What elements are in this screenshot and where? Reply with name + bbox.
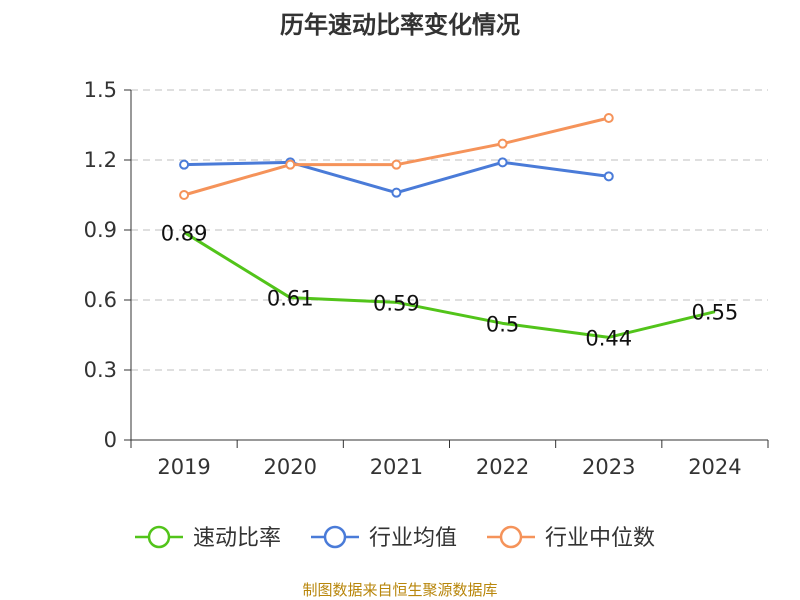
chart-title: 历年速动比率变化情况	[280, 11, 520, 39]
data-label: 0.61	[267, 287, 314, 311]
data-point[interactable]	[179, 159, 190, 170]
data-label: 0.55	[692, 301, 739, 325]
data-label: 0.59	[373, 291, 420, 315]
data-point[interactable]	[497, 157, 508, 168]
series-line	[183, 116, 610, 197]
series-2	[179, 113, 614, 200]
data-point[interactable]	[497, 138, 508, 149]
y-tick-label: 0.3	[84, 358, 117, 382]
series-layer: 0.89 0.61 0.59 0.5 0.44 0.55	[161, 113, 739, 350]
legend-label: 速动比率	[193, 526, 281, 551]
data-label: 0.44	[585, 326, 632, 350]
legend-item-2[interactable]: 行业中位数	[487, 525, 655, 551]
legend-marker-icon	[147, 525, 171, 549]
grid-lines	[131, 89, 768, 371]
legend[interactable]: 速动比率 行业均值 行业中位数	[135, 525, 655, 551]
x-tick-label: 2021	[370, 455, 423, 479]
y-tick-label: 1.2	[84, 148, 117, 172]
data-label: 0.5	[486, 312, 519, 336]
series-0: 0.89 0.61 0.59 0.5 0.44 0.55	[161, 221, 739, 350]
data-label: 0.89	[161, 221, 208, 245]
y-tick-label: 1.5	[84, 78, 117, 102]
data-point[interactable]	[285, 159, 296, 170]
data-point[interactable]	[603, 113, 614, 123]
series-line	[183, 231, 716, 339]
y-tick-label: 0	[104, 428, 117, 452]
x-tick-label: 2022	[476, 455, 529, 479]
x-tick-label: 2020	[264, 455, 317, 479]
y-tick-label: 0.9	[84, 218, 117, 242]
data-point[interactable]	[179, 190, 190, 200]
data-point[interactable]	[391, 159, 402, 170]
legend-item-1[interactable]: 行业均值	[311, 525, 457, 551]
legend-item-0[interactable]: 速动比率	[135, 525, 281, 551]
x-tick-label: 2023	[582, 455, 635, 479]
x-tick-label: 2019	[157, 455, 210, 479]
source-note: 制图数据来自恒生聚源数据库	[302, 581, 497, 599]
legend-marker-icon	[499, 525, 523, 549]
legend-marker-icon	[323, 525, 347, 549]
axes: 0 0.3 0.6 0.9 1.2 1.5 2019 2020 2021 2022 2023 2024	[84, 78, 769, 479]
legend-label: 行业中位数	[545, 526, 655, 551]
y-tick-label: 0.6	[84, 288, 117, 312]
legend-label: 行业均值	[369, 526, 457, 551]
data-point[interactable]	[391, 187, 402, 198]
data-point[interactable]	[603, 171, 614, 182]
x-tick-label: 2024	[688, 455, 741, 479]
